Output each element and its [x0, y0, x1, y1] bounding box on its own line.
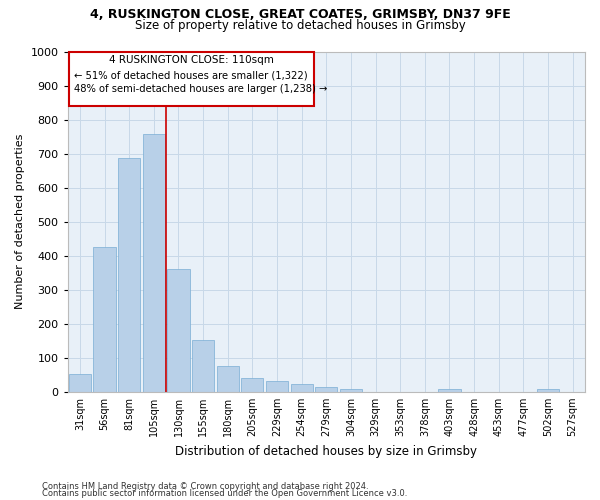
Bar: [439, 389, 461, 392]
Bar: [167, 270, 190, 392]
Bar: [315, 388, 337, 392]
Bar: [537, 389, 559, 392]
Bar: [217, 366, 239, 392]
Bar: [290, 384, 313, 392]
Bar: [241, 378, 263, 392]
Text: 48% of semi-detached houses are larger (1,238) →: 48% of semi-detached houses are larger (…: [74, 84, 328, 94]
Bar: [94, 247, 116, 392]
Bar: [118, 158, 140, 392]
FancyBboxPatch shape: [69, 52, 314, 106]
Text: 4, RUSKINGTON CLOSE, GREAT COATES, GRIMSBY, DN37 9FE: 4, RUSKINGTON CLOSE, GREAT COATES, GRIMS…: [89, 8, 511, 20]
Bar: [340, 389, 362, 392]
Text: 4 RUSKINGTON CLOSE: 110sqm: 4 RUSKINGTON CLOSE: 110sqm: [109, 55, 274, 65]
Bar: [192, 340, 214, 392]
Text: Contains HM Land Registry data © Crown copyright and database right 2024.: Contains HM Land Registry data © Crown c…: [42, 482, 368, 491]
Text: ← 51% of detached houses are smaller (1,322): ← 51% of detached houses are smaller (1,…: [74, 70, 308, 80]
Text: Contains public sector information licensed under the Open Government Licence v3: Contains public sector information licen…: [42, 489, 407, 498]
X-axis label: Distribution of detached houses by size in Grimsby: Distribution of detached houses by size …: [175, 444, 477, 458]
Text: Size of property relative to detached houses in Grimsby: Size of property relative to detached ho…: [134, 18, 466, 32]
Bar: [266, 380, 288, 392]
Bar: [143, 134, 165, 392]
Y-axis label: Number of detached properties: Number of detached properties: [15, 134, 25, 310]
Bar: [69, 374, 91, 392]
